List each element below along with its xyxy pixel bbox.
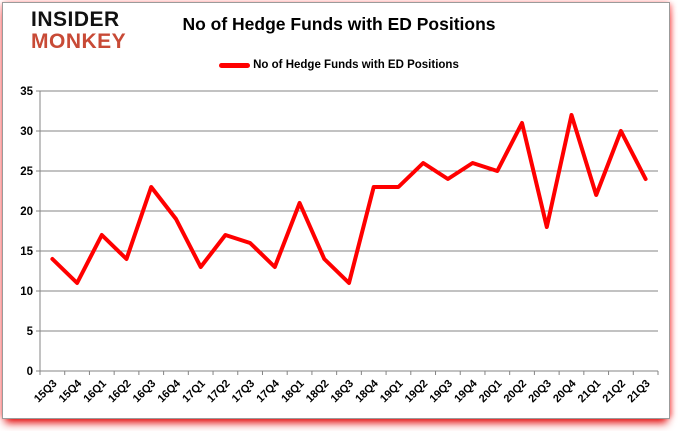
y-axis-label: 20 (20, 206, 33, 218)
y-axis-label: 30 (20, 126, 33, 138)
legend-label: No of Hedge Funds with ED Positions (253, 59, 459, 71)
x-axis-label: 17Q1 (180, 378, 208, 406)
x-axis-label: 15Q4 (57, 377, 85, 405)
x-axis-label: 18Q4 (353, 377, 381, 405)
x-axis-label: 19Q4 (452, 377, 480, 405)
insider-monkey-logo: INSIDER MONKEY (31, 9, 126, 52)
x-axis-label: 16Q2 (106, 378, 134, 406)
x-axis-label: 21Q1 (576, 378, 604, 406)
y-axis-label: 35 (20, 86, 33, 98)
x-axis-label: 19Q3 (427, 378, 455, 406)
x-axis-label: 19Q2 (403, 378, 431, 406)
x-axis-label: 20Q1 (477, 378, 505, 406)
x-axis-label: 18Q1 (279, 378, 307, 406)
x-axis-label: 16Q3 (131, 378, 159, 406)
x-axis-label: 17Q4 (254, 377, 282, 405)
legend: No of Hedge Funds with ED Positions (0, 59, 678, 71)
y-axis-label: 0 (27, 366, 33, 378)
series-line (50, 113, 648, 285)
x-axis-label: 18Q2 (304, 378, 332, 406)
x-axis-label: 20Q3 (526, 378, 554, 406)
y-axis-label: 15 (20, 246, 33, 258)
x-axis-label: 17Q3 (230, 378, 258, 406)
x-axis-label: 17Q2 (205, 378, 233, 406)
x-axis-label: 16Q1 (81, 378, 109, 406)
y-axis-label: 5 (27, 326, 34, 338)
logo-monkey-text: MONKEY (31, 30, 127, 53)
x-axis-label: 20Q4 (551, 377, 579, 405)
y-axis-label: 25 (20, 166, 33, 178)
x-axis-label: 18Q3 (329, 378, 357, 406)
legend-line-marker-icon (219, 62, 251, 68)
x-axis-label: 19Q1 (378, 378, 406, 406)
x-axis-label: 20Q2 (502, 378, 530, 406)
chart-title: No of Hedge Funds with ED Positions (182, 14, 496, 34)
x-axis-label: 16Q4 (156, 377, 184, 405)
x-axis-label: 15Q3 (32, 378, 60, 406)
x-axis-label: 21Q2 (600, 378, 628, 406)
x-axis-label: 21Q3 (625, 378, 653, 406)
y-axis-label: 10 (20, 286, 33, 298)
logo-insider-text: INSIDER (31, 8, 120, 31)
